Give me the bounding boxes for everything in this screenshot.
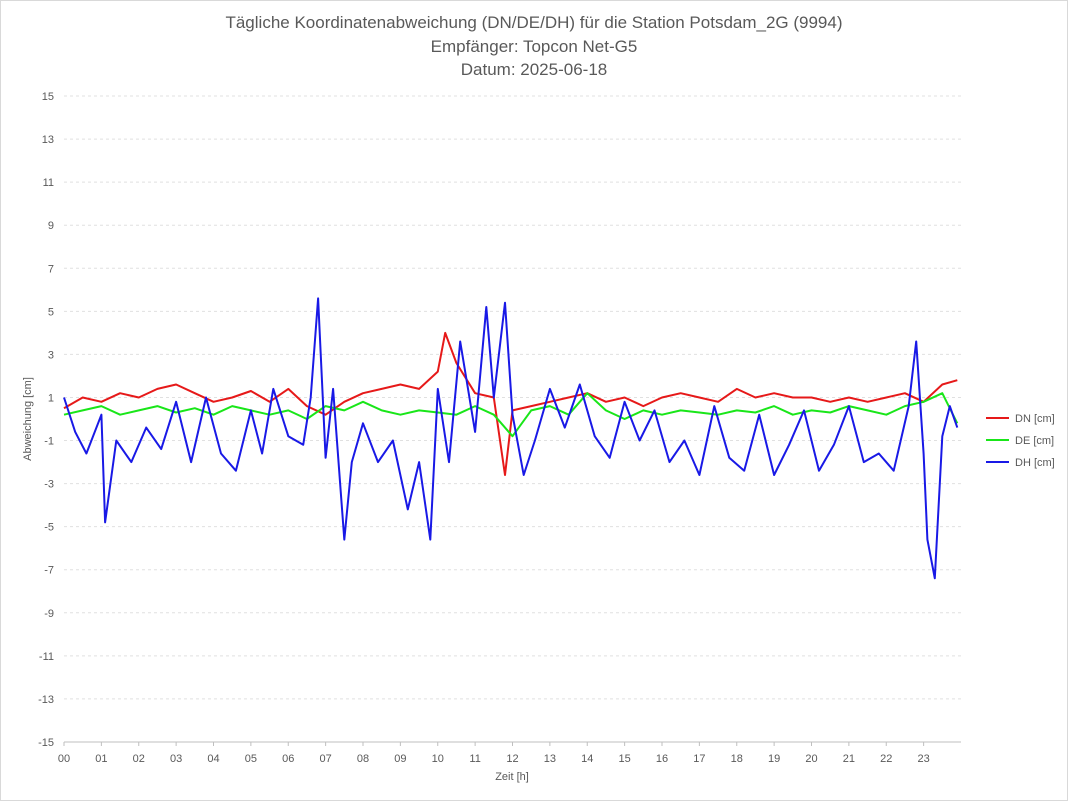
legend-label: DH [cm] xyxy=(1015,457,1055,469)
title-line-1: Tägliche Koordinatenabweichung (DN/DE/DH… xyxy=(225,13,842,32)
x-tick-label: 17 xyxy=(693,753,705,765)
legend: DN [cm] DE [cm] DH [cm] xyxy=(986,413,1055,469)
y-tick-label: -9 xyxy=(44,608,54,620)
y-tick-label: 3 xyxy=(48,349,54,361)
y-tick-label: -3 xyxy=(44,479,54,491)
series-line-dh xyxy=(63,297,959,580)
y-tick-label: 5 xyxy=(48,306,54,318)
x-axis-label: Zeit [h] xyxy=(495,771,529,783)
legend-label: DN [cm] xyxy=(1015,413,1055,425)
y-tick-label: -5 xyxy=(44,522,54,534)
x-tick-label: 11 xyxy=(469,753,480,765)
x-tick-label: 07 xyxy=(320,753,332,765)
x-tick-label: 19 xyxy=(768,753,780,765)
y-tick-label: 9 xyxy=(48,220,54,232)
x-tick-label: 08 xyxy=(357,753,369,765)
y-axis-label: Abweichung [cm] xyxy=(22,377,34,461)
x-tick-label: 05 xyxy=(245,753,257,765)
y-tick-label: 13 xyxy=(42,134,54,146)
x-tick-label: 13 xyxy=(544,753,556,765)
y-tick-label: 1 xyxy=(48,392,54,404)
x-tick-label: 23 xyxy=(918,753,930,765)
y-tick-label: -1 xyxy=(44,436,54,448)
x-tick-label: 12 xyxy=(506,753,518,765)
y-tick-label: -13 xyxy=(38,694,54,706)
x-tick-label: 15 xyxy=(619,753,631,765)
x-tick-label: 03 xyxy=(170,753,182,765)
x-tick-label: 02 xyxy=(133,753,145,765)
title-line-2: Empfänger: Topcon Net-G5 xyxy=(431,37,638,56)
x-tick-label: 14 xyxy=(581,753,593,765)
y-tick-label: 7 xyxy=(48,263,54,275)
y-axis-ticks: 15 13 11 9 7 5 3 1 -1 -3 -5 -7 -9 -11 -13 -15 xyxy=(38,91,54,749)
x-tick-label: 04 xyxy=(207,753,219,765)
y-tick-label: -7 xyxy=(44,565,54,577)
series-line-dn xyxy=(63,331,958,476)
title-line-3: Datum: 2025-06-18 xyxy=(461,60,607,79)
x-tick-label: 00 xyxy=(58,753,70,765)
x-tick-label: 16 xyxy=(656,753,668,765)
x-axis-ticks: 00 01 02 03 04 05 06 07 08 09 10 11 12 13 14 15 16 17 18 19… xyxy=(58,742,930,765)
series-lines xyxy=(63,297,959,580)
x-tick-label: 22 xyxy=(880,753,892,765)
y-tick-label: -11 xyxy=(39,651,54,663)
y-tick-label: 11 xyxy=(43,177,54,189)
legend-label: DE [cm] xyxy=(1015,435,1054,447)
y-tick-label: -15 xyxy=(38,737,54,749)
chart-title: Tägliche Koordinatenabweichung (DN/DE/DH… xyxy=(225,13,842,79)
x-tick-label: 20 xyxy=(805,753,817,765)
x-tick-label: 10 xyxy=(432,753,444,765)
x-tick-label: 21 xyxy=(843,753,855,765)
x-tick-label: 09 xyxy=(394,753,406,765)
series-line-de xyxy=(63,392,959,438)
x-tick-label: 06 xyxy=(282,753,294,765)
x-tick-label: 01 xyxy=(95,753,107,765)
x-tick-label: 18 xyxy=(731,753,743,765)
y-tick-label: 15 xyxy=(42,91,54,103)
